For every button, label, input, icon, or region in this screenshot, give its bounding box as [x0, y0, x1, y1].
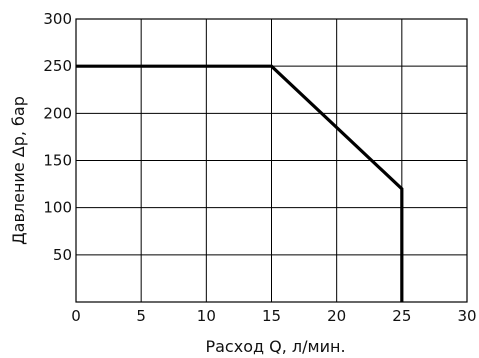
x-axis-ticks: 0 5 10 15 20 25 30 [71, 307, 476, 325]
y-tick-label: 300 [43, 10, 72, 28]
y-axis-title: Давление Δp, бар [9, 96, 28, 245]
x-tick-label: 30 [457, 307, 476, 325]
plot-frame [75, 18, 468, 303]
y-tick-label: 250 [43, 57, 72, 75]
x-tick-label: 15 [262, 307, 281, 325]
x-tick-label: 0 [71, 307, 81, 325]
x-tick-label: 5 [136, 307, 146, 325]
x-tick-label: 10 [197, 307, 216, 325]
y-tick-label: 150 [43, 152, 72, 170]
x-tick-label: 20 [327, 307, 346, 325]
grid [75, 18, 468, 302]
y-tick-label: 100 [43, 199, 72, 217]
x-tick-label: 25 [392, 307, 411, 325]
x-axis-title: Расход Q, л/мин. [205, 337, 345, 356]
series-line [76, 64, 404, 302]
y-tick-label: 50 [53, 246, 72, 264]
y-tick-label: 200 [43, 104, 72, 122]
series-group [76, 64, 404, 302]
y-axis-ticks: 50 100 150 200 250 300 [43, 10, 72, 264]
